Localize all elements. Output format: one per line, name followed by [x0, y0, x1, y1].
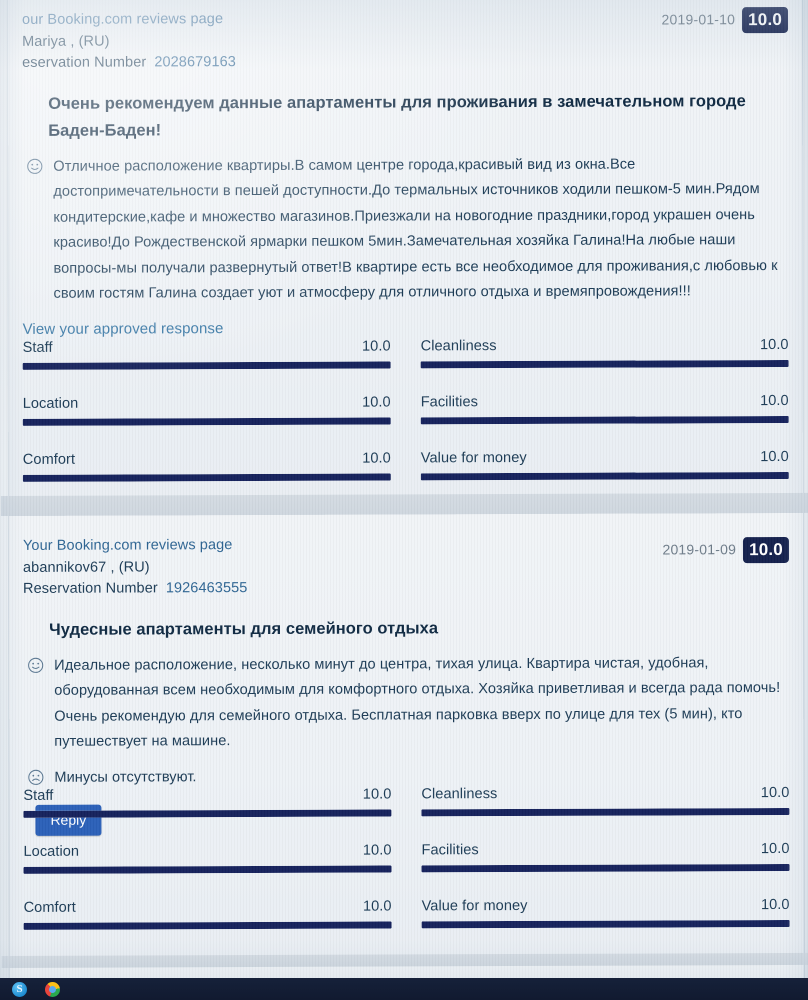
card-separator: [0, 492, 808, 517]
subscore-label: Staff: [22, 339, 53, 356]
subscore-label: Facilities: [420, 394, 478, 411]
review-card: Your Booking.com reviews page abannikov6…: [8, 512, 804, 960]
subscore-label: Cleanliness: [420, 338, 497, 355]
subscore-value: 10.0: [362, 786, 392, 803]
score-block: 2019-01-10 10.0: [661, 6, 789, 34]
subscore-value: 10.0: [760, 448, 789, 466]
subscore-label: Value for money: [421, 897, 528, 915]
score-badge: 10.0: [742, 6, 789, 34]
subscore-track: [23, 809, 392, 818]
subscore-track: [23, 865, 392, 874]
subscore-label: Staff: [23, 787, 54, 804]
subscore-row: Value for money 10.0: [421, 896, 790, 929]
review-pros-text: Отличное расположение квартиры.В самом ц…: [53, 156, 778, 302]
subscore-track: [420, 471, 789, 481]
subscore-track: [420, 415, 789, 425]
reservation-number-value: 2028679163: [154, 54, 236, 71]
review-cons: Минусы отсутствуют.: [27, 762, 789, 790]
subscore-track: [22, 361, 391, 370]
subscore-row: Comfort 10.0: [23, 451, 391, 482]
subscores-right-column: Cleanliness 10.0 Facilities 10.0: [420, 336, 789, 481]
subscore-row: Location 10.0: [23, 395, 391, 426]
reservation-line: eservation Number 2028679163: [22, 50, 788, 74]
subscore-row: Facilities 10.0: [421, 840, 790, 873]
reservation-number-label: eservation Number: [22, 54, 147, 71]
subscore-value: 10.0: [362, 898, 392, 915]
subscore-label: Value for money: [420, 449, 527, 467]
view-approved-response-link[interactable]: View your approved response: [22, 319, 224, 338]
review-pros-text: Идеальное расположение, несколько минут …: [54, 654, 781, 750]
subscore-track: [421, 863, 790, 873]
review-title: Чудесные апартаменты для семейного отдых…: [49, 618, 439, 639]
subscore-track: [420, 359, 789, 369]
subscore-label: Comfort: [23, 899, 76, 916]
subscore-row: Cleanliness 10.0: [421, 784, 790, 817]
subscore-row: Value for money 10.0: [420, 448, 789, 481]
subscore-value: 10.0: [760, 896, 790, 914]
subscores-left-column: Staff 10.0 Location 10.0: [23, 786, 392, 930]
review-pros: Идеальное расположение, несколько минут …: [27, 650, 789, 755]
subscore-value: 10.0: [759, 336, 789, 354]
score-block: 2019-01-09 10.0: [662, 536, 789, 564]
reservation-line: Reservation Number 1926463555: [23, 576, 789, 600]
score-badge: 10.0: [743, 536, 789, 564]
chrome-icon[interactable]: [45, 981, 60, 997]
subscore-label: Cleanliness: [421, 786, 498, 803]
subscore-row: Location 10.0: [23, 842, 392, 874]
subscores: Staff 10.0 Location 10.0: [23, 784, 790, 930]
subscore-label: Comfort: [22, 451, 76, 468]
skype-icon[interactable]: S: [12, 981, 27, 997]
subscores: Staff 10.0 Location 10.0: [23, 337, 789, 482]
subscore-track: [23, 921, 392, 930]
subscore-value: 10.0: [362, 394, 391, 411]
subscore-value: 10.0: [362, 842, 392, 859]
happy-face-icon: [26, 157, 43, 179]
subscore-row: Comfort 10.0: [24, 899, 392, 930]
sad-face-icon: [27, 768, 44, 790]
review-pros: Отличное расположение квартиры.В самом ц…: [26, 151, 788, 307]
subscore-value: 10.0: [362, 450, 391, 467]
subscores-left-column: Staff 10.0 Location 10.0: [23, 339, 391, 482]
taskbar: S: [0, 978, 808, 1000]
subscore-value: 10.0: [760, 784, 790, 802]
subscore-label: Location: [22, 395, 79, 412]
review-date: 2019-01-10: [661, 11, 736, 28]
subscore-row: Facilities 10.0: [420, 392, 789, 425]
subscore-row: Cleanliness 10.0: [420, 336, 789, 369]
reservation-number-label: Reservation Number: [23, 580, 158, 597]
happy-face-icon: [27, 656, 44, 678]
review-title: Очень рекомендуем данные апартаменты для…: [48, 91, 746, 140]
review-card: our Booking.com reviews page Mariya , (R…: [7, 0, 803, 500]
subscore-track: [22, 417, 391, 426]
reservation-number-value: 1926463555: [165, 580, 248, 597]
subscore-value: 10.0: [361, 338, 391, 355]
subscore-track: [421, 807, 790, 817]
subscores-right-column: Cleanliness 10.0 Facilities 10.0: [421, 784, 790, 929]
subscore-value: 10.0: [760, 840, 790, 858]
subscore-track: [22, 473, 391, 482]
subscore-row: Staff 10.0: [23, 339, 391, 370]
subscore-value: 10.0: [760, 392, 789, 410]
subscore-label: Facilities: [421, 842, 479, 859]
subscore-label: Location: [23, 843, 80, 860]
subscore-row: Staff 10.0: [23, 786, 392, 818]
subscore-track: [421, 919, 790, 929]
review-date: 2019-01-09: [662, 541, 737, 558]
